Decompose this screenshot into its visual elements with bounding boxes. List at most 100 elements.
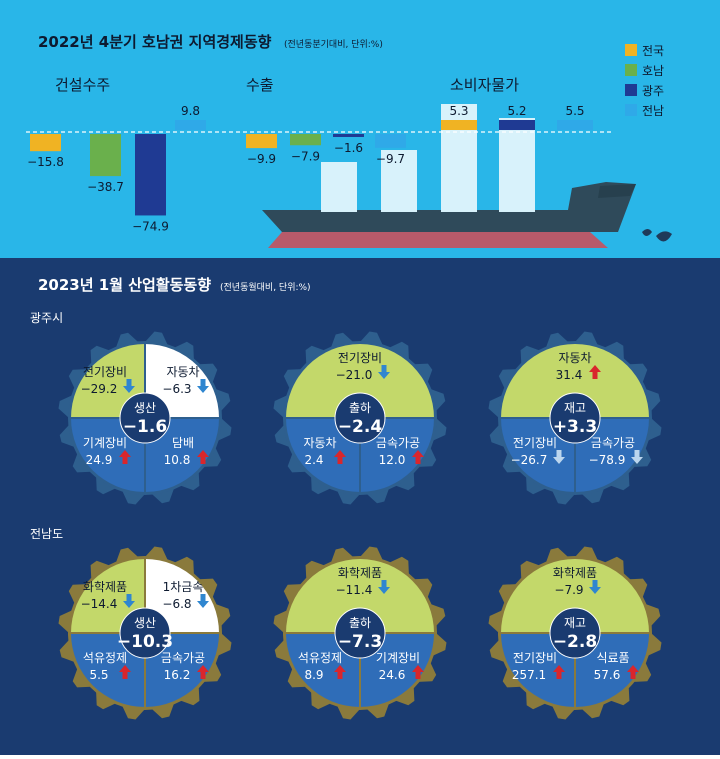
item-label: 화학제품 (553, 566, 597, 580)
center-label: 출하 (349, 401, 371, 415)
bar-전국-건설수주 (30, 134, 61, 152)
center-value: −10.3 (117, 632, 173, 652)
center-badge (334, 392, 386, 444)
center-value: −2.8 (553, 632, 597, 652)
item-value: −6.8 (162, 597, 191, 611)
center-value: +3.3 (553, 417, 597, 437)
gauge-광주시-출하: 전기장비 −21.0 자동차 2.4 금속가공 12.0 출하 −2.4 (273, 331, 447, 505)
bar-전남-수출 (375, 134, 406, 148)
center-value: −7.3 (338, 632, 382, 652)
legend-swatch-광주 (625, 84, 637, 96)
quadrant-top (286, 559, 434, 633)
data-label: 5.5 (565, 104, 584, 118)
arrow-up-icon (197, 665, 209, 679)
arrow-down-icon (123, 594, 135, 608)
quadrant-top (501, 559, 649, 633)
bottom-subtitle: (전년동월대비, 단위:%) (220, 281, 311, 293)
data-label: −15.8 (27, 155, 64, 169)
category-label: 건설수주 (55, 76, 110, 94)
ship-hull-stripe (268, 232, 608, 248)
data-label: −38.7 (87, 180, 124, 194)
item-label: 기계장비 (376, 651, 420, 665)
bar-호남-건설수주 (90, 134, 121, 177)
top-subtitle: (전년동분기대비, 단위:%) (284, 39, 383, 50)
water-drop-icon (656, 231, 672, 242)
gauge-전남도-재고: 화학제품 −7.9 전기장비 257.1 식료품 57.6 재고 −2.8 (488, 546, 662, 720)
item-value: −7.9 (554, 583, 583, 597)
region-label-jeonnam: 전남도 (30, 527, 63, 541)
item-value: 24.6 (379, 668, 406, 682)
item-value: −11.4 (336, 583, 373, 597)
arrow-down-icon (589, 580, 601, 594)
bar-광주-건설수주 (135, 134, 166, 216)
legend-label: 호남 (642, 64, 664, 78)
arrow-up-icon (589, 365, 601, 379)
arrow-down-icon (378, 580, 390, 594)
center-label: 재고 (564, 616, 586, 630)
top-title: 2022년 4분기 호남권 지역경제동향 (38, 33, 272, 51)
data-label: 9.8 (181, 104, 200, 118)
arrow-down-icon (631, 450, 643, 464)
item-value: 57.6 (594, 668, 621, 682)
data-label: −9.7 (376, 152, 405, 166)
ship-bow (598, 184, 636, 198)
region-label-gwangju: 광주시 (30, 311, 63, 325)
quadrant-top-right (145, 344, 219, 418)
ship-hull (262, 182, 636, 232)
item-value: −14.4 (81, 597, 118, 611)
item-value: 257.1 (512, 668, 546, 682)
item-label: 석유정제 (298, 651, 342, 665)
center-badge (119, 392, 171, 444)
item-value: −6.3 (162, 382, 191, 396)
quadrant-top-left (71, 344, 145, 418)
item-label: 금속가공 (591, 436, 635, 450)
center-value: −2.4 (338, 417, 383, 437)
arrow-down-icon (378, 365, 390, 379)
category-label: 소비자물가 (450, 76, 519, 94)
item-value: 8.9 (304, 668, 323, 682)
legend-label: 광주 (642, 84, 664, 98)
legend-swatch-호남 (625, 64, 637, 76)
center-badge (549, 607, 601, 659)
cargo-container (381, 150, 417, 212)
center-value: −1.6 (123, 417, 167, 437)
item-value: 5.5 (89, 668, 108, 682)
item-value: 31.4 (556, 368, 583, 382)
item-value: −21.0 (336, 368, 373, 382)
center-label: 재고 (564, 401, 586, 415)
legend-label: 전남 (642, 104, 664, 118)
item-label: 석유정제 (83, 651, 127, 665)
item-label: 전기장비 (513, 651, 557, 665)
arrow-up-icon (197, 450, 209, 464)
item-label: 전기장비 (513, 436, 557, 450)
center-label: 생산 (134, 616, 156, 630)
arrow-up-icon (334, 450, 346, 464)
arrow-up-icon (119, 665, 131, 679)
item-value: 16.2 (164, 668, 191, 682)
category-label: 수출 (246, 76, 274, 94)
arrow-up-icon (334, 665, 346, 679)
arrow-down-icon (553, 450, 565, 464)
ship-illustration (262, 104, 672, 248)
legend-swatch-전남 (625, 104, 637, 116)
item-value: 12.0 (379, 453, 406, 467)
cargo-container (499, 118, 535, 212)
item-label: 자동차 (558, 351, 591, 365)
item-label: 전기장비 (83, 365, 127, 379)
bottom-title: 2023년 1월 산업활동동향 (38, 276, 211, 294)
item-label: 자동차 (303, 436, 336, 450)
arrow-down-icon (197, 379, 209, 393)
item-value: 10.8 (164, 453, 191, 467)
arrow-down-icon (197, 594, 209, 608)
gauge-grid: 전기장비−29.2자동차−6.3기계장비24.9담배10.8생산−1.6전기장비… (58, 331, 662, 720)
item-value: −29.2 (81, 382, 118, 396)
gauge-전남도-생산: 화학제품 −14.4 1차금속 −6.8 석유정제 5.5 금속가공 16.2 생산 −10.3 (58, 546, 232, 720)
data-label: 5.2 (507, 104, 526, 118)
quadrant-top (286, 344, 434, 418)
water-drop-icon (642, 229, 652, 236)
legend-swatch-전국 (625, 44, 637, 56)
item-label: 금속가공 (376, 436, 420, 450)
bar-전남-소비자물가 (557, 120, 593, 130)
